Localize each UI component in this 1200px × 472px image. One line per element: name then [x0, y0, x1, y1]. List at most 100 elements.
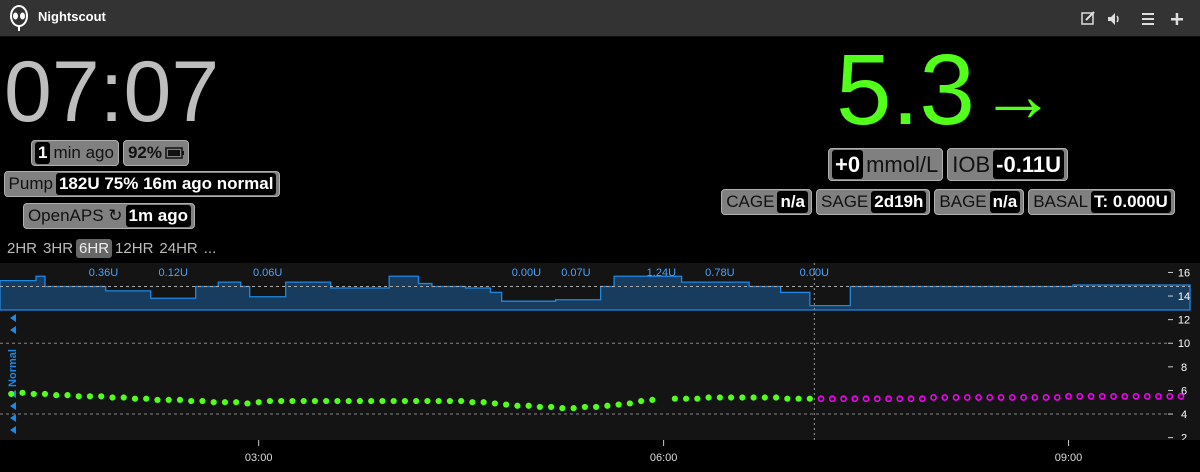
- glucose-point: [345, 397, 352, 405]
- glucose-point: [851, 395, 859, 403]
- glucose-point: [424, 397, 431, 405]
- glucose-point: [1132, 392, 1140, 400]
- pump-label: Pump: [8, 174, 53, 193]
- edit-button[interactable]: [1081, 11, 1095, 25]
- glucose-point: [593, 403, 600, 411]
- glucose-point: [1121, 392, 1129, 400]
- range-button[interactable]: 3HR: [43, 240, 74, 257]
- glucose-point: [41, 390, 49, 398]
- glucose-point: [1177, 392, 1185, 400]
- bg-info-row: +0 mmol/L IOB -0.11U: [700, 148, 1196, 181]
- bg-trend: →: [980, 53, 1056, 138]
- glucose-point: [907, 395, 915, 403]
- pill-label: CAGE: [726, 192, 775, 211]
- glucose-point: [817, 395, 825, 403]
- bolus-label: 0.06U: [253, 267, 282, 279]
- glucose-point: [1065, 392, 1072, 400]
- glucose-point: [548, 403, 555, 411]
- glucose-point: [503, 401, 510, 408]
- x-axis-band: [0, 440, 1200, 472]
- profile-label: Normal: [7, 349, 19, 387]
- bolus-label: 0.78U: [705, 267, 734, 279]
- glucose-point: [199, 397, 206, 405]
- glucose-point: [98, 393, 105, 400]
- glucose-point: [761, 394, 768, 401]
- glucose-point: [1031, 394, 1039, 401]
- glucose-point: [930, 394, 937, 401]
- app-title: Nightscout: [38, 9, 106, 24]
- glucose-point: [75, 393, 82, 400]
- glucose-point: [750, 394, 757, 401]
- glucose-point: [233, 399, 240, 406]
- range-selector: 2HR 3HR 6HR 12HR 24HR...: [4, 239, 219, 258]
- glucose-point: [705, 394, 712, 401]
- glucose-point: [1143, 392, 1151, 400]
- glucose-point: [1076, 392, 1084, 400]
- glucose-point: [1042, 394, 1050, 401]
- y-tick-label: 12: [1178, 315, 1190, 327]
- pill-label: SAGE: [821, 192, 869, 211]
- audio-button[interactable]: [1108, 13, 1119, 25]
- glucose-point: [727, 394, 735, 401]
- glucose-point: [694, 395, 701, 402]
- glucose-point: [154, 396, 161, 403]
- bg-delta: +0: [832, 150, 864, 179]
- menu-button[interactable]: [1142, 13, 1154, 25]
- glucose-point: [289, 397, 296, 405]
- glucose-point: [963, 394, 971, 401]
- x-tick-label: 09:00: [1055, 452, 1083, 464]
- glucose-point: [941, 394, 949, 401]
- glucose-point: [514, 402, 521, 409]
- glucose-point: [536, 403, 543, 411]
- glucose-point: [401, 397, 409, 405]
- glucose-point: [311, 397, 319, 405]
- glucose-point: [390, 397, 397, 405]
- device-pill: BASAL T: 0.000U: [1028, 189, 1175, 215]
- range-button[interactable]: 2HR: [7, 240, 38, 257]
- pill-value: n/a: [777, 191, 809, 213]
- glucose-point: [120, 394, 127, 401]
- glucose-point: [278, 397, 285, 405]
- glucose-point: [828, 395, 836, 403]
- glucose-point: [806, 395, 813, 402]
- glucose-point: [1020, 394, 1027, 401]
- range-button[interactable]: ...: [203, 240, 217, 257]
- bolus-label: 0.36U: [89, 267, 118, 279]
- header: Nightscout: [0, 0, 1200, 37]
- glucose-point: [975, 394, 982, 401]
- y-tick-label: 4: [1181, 409, 1187, 421]
- pump-pill: Pump 182U 75% 16m ago normal: [3, 171, 281, 197]
- glucose-point: [165, 396, 172, 403]
- glucose-point: [604, 402, 611, 409]
- glucose-point: [446, 397, 454, 405]
- toolbar: [1081, 11, 1183, 25]
- glucose-point: [64, 392, 71, 399]
- range-button[interactable]: 24HR: [159, 240, 198, 257]
- glucose-point: [739, 394, 746, 401]
- glucose-point: [379, 397, 386, 405]
- glucose-point: [649, 396, 656, 403]
- glucose-point: [671, 395, 678, 402]
- glucose-point: [334, 397, 341, 405]
- device-pills: CAGE n/a SAGE 2d19h BAGE n/a BASAL T: 0.000U: [700, 189, 1196, 215]
- glucose-point: [300, 397, 307, 405]
- range-button[interactable]: 6HR: [76, 239, 113, 258]
- glucose-point: [210, 399, 217, 406]
- y-tick-label: 6: [1181, 385, 1187, 397]
- delta-pill: +0 mmol/L: [828, 148, 944, 181]
- glucose-point: [1166, 392, 1174, 400]
- x-tick-label: 06:00: [650, 452, 678, 464]
- device-pill: BAGE n/a: [934, 189, 1025, 215]
- range-button[interactable]: 12HR: [115, 240, 154, 257]
- glucose-point: [626, 400, 633, 407]
- glucose-point: [323, 397, 330, 405]
- add-button[interactable]: [1171, 13, 1183, 25]
- device-pill: CAGE n/a: [721, 189, 813, 215]
- device-pill: SAGE 2d19h: [816, 189, 931, 215]
- glucose-point: [244, 400, 251, 407]
- pump-row: Pump 182U 75% 16m ago normal: [0, 171, 284, 197]
- glucose-point: [19, 389, 26, 396]
- glucose-point: [952, 394, 960, 401]
- bg-units: mmol/L: [866, 151, 939, 177]
- status-row: 1 min ago 92%: [0, 140, 220, 166]
